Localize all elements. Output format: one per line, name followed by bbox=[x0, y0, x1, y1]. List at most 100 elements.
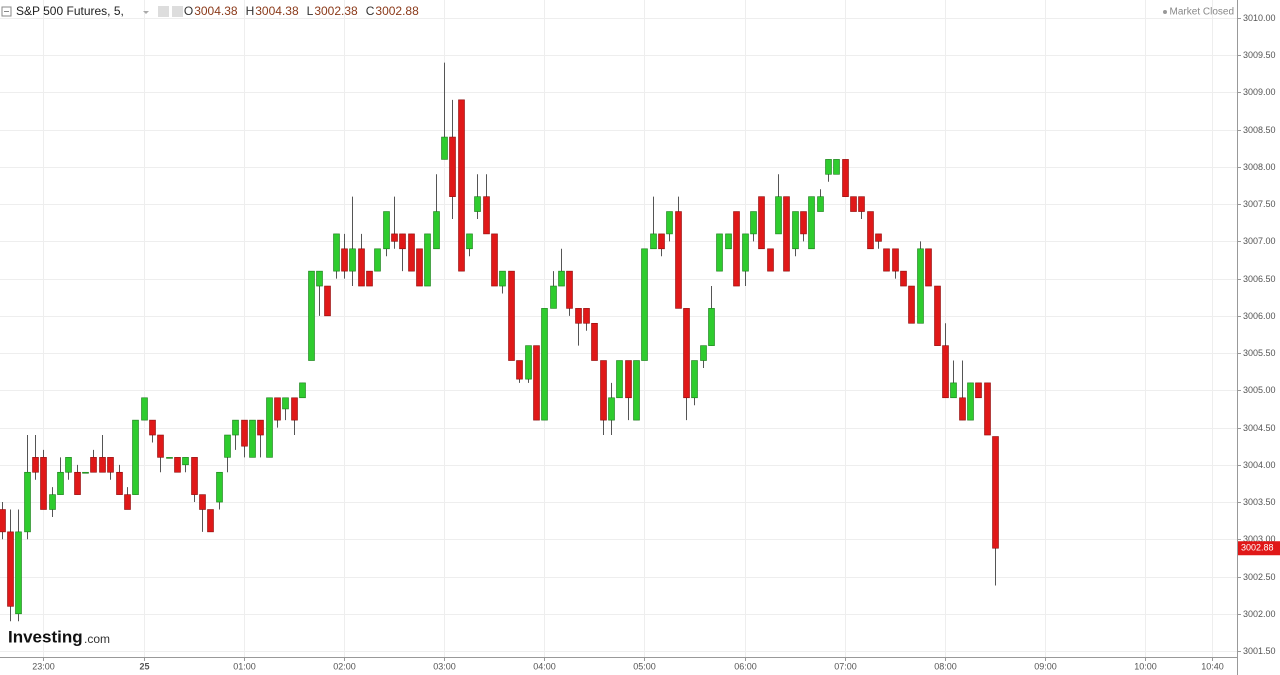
x-tick-label: 07:00 bbox=[834, 661, 857, 671]
candle-body bbox=[625, 360, 632, 399]
market-status: Market Closed bbox=[1170, 7, 1234, 18]
x-tick-label: 03:00 bbox=[433, 661, 456, 671]
y-tick-label: 3007.00 bbox=[1243, 236, 1276, 246]
candle-body bbox=[82, 471, 89, 474]
brand-name: Investing bbox=[8, 627, 83, 646]
candle-body bbox=[900, 270, 907, 287]
y-tick-label: 3002.00 bbox=[1243, 609, 1276, 619]
candle-body bbox=[842, 159, 849, 197]
header: S&P 500 Futures, 5, O 3004.38 H 3004.38 L 300… bbox=[1, 4, 419, 18]
candle-body bbox=[533, 345, 540, 421]
x-tick-label: 23:00 bbox=[32, 661, 55, 671]
candle-body bbox=[550, 285, 557, 309]
candle-body bbox=[466, 233, 473, 250]
candle-body bbox=[767, 248, 774, 272]
candle-body bbox=[324, 285, 331, 317]
candle-body bbox=[516, 360, 523, 380]
candle-body bbox=[408, 233, 415, 272]
ohlc-value: 3002.38 bbox=[314, 4, 358, 18]
x-tick-label: 01:00 bbox=[233, 661, 256, 671]
y-tick-label: 3006.50 bbox=[1243, 274, 1276, 284]
x-tick-label: 02:00 bbox=[333, 661, 356, 671]
candle-body bbox=[166, 457, 173, 459]
collapse-icon[interactable] bbox=[1, 6, 12, 17]
candle-body bbox=[299, 382, 306, 399]
candle-body bbox=[65, 457, 72, 473]
candle-body bbox=[107, 457, 114, 473]
candle-body bbox=[174, 457, 181, 473]
candle-body bbox=[291, 397, 298, 421]
close-icon[interactable] bbox=[172, 6, 183, 17]
candle-body bbox=[257, 419, 264, 436]
candle-body bbox=[199, 494, 206, 510]
candle-body bbox=[508, 270, 515, 361]
candle-body bbox=[132, 419, 139, 495]
y-tick-label: 3005.00 bbox=[1243, 385, 1276, 395]
candle-body bbox=[850, 196, 857, 212]
candle-body bbox=[333, 233, 340, 272]
candle-body bbox=[783, 196, 790, 272]
y-tick-label: 3008.50 bbox=[1243, 125, 1276, 135]
candle-body bbox=[182, 457, 189, 466]
candle-body bbox=[934, 285, 941, 346]
candle-body bbox=[566, 270, 573, 309]
candle-body bbox=[316, 270, 323, 287]
candle-body bbox=[424, 233, 431, 287]
candle-body bbox=[216, 471, 223, 503]
candle-body bbox=[232, 419, 239, 436]
candle-body bbox=[583, 308, 590, 324]
candle-body bbox=[207, 509, 214, 533]
candle-body bbox=[40, 457, 47, 510]
settings-icon[interactable] bbox=[158, 6, 169, 17]
x-tick-label: 06:00 bbox=[734, 661, 757, 671]
ohlc-label: H bbox=[246, 4, 255, 18]
candle-body bbox=[984, 382, 991, 436]
candle-body bbox=[391, 233, 398, 242]
candle-body bbox=[925, 248, 932, 287]
ohlc-label: C bbox=[366, 4, 375, 18]
ohlc-value: 3004.38 bbox=[255, 4, 299, 18]
candle-body bbox=[716, 233, 723, 272]
candle-body bbox=[683, 308, 690, 399]
x-tick-label: 10:40 bbox=[1201, 661, 1224, 671]
candle-body bbox=[32, 457, 39, 473]
candle-body bbox=[0, 509, 6, 533]
candle-body bbox=[792, 211, 799, 250]
candle-body bbox=[157, 434, 164, 458]
candle-body bbox=[616, 360, 623, 399]
y-tick-label: 3003.50 bbox=[1243, 497, 1276, 507]
candle-body bbox=[224, 434, 231, 458]
brand-suffix: .com bbox=[84, 632, 110, 646]
candle-body bbox=[867, 211, 874, 250]
candle-body bbox=[950, 382, 957, 399]
ohlc-label: L bbox=[307, 4, 314, 18]
candle-body bbox=[691, 360, 698, 399]
candle-body bbox=[591, 322, 598, 361]
candle-body bbox=[274, 397, 281, 421]
candle-body bbox=[141, 397, 148, 421]
candle-body bbox=[57, 471, 64, 495]
ohlc-label: O bbox=[184, 4, 193, 18]
candle-body bbox=[758, 196, 765, 250]
candle-body bbox=[433, 211, 440, 250]
candle-body bbox=[499, 270, 506, 287]
candle-body bbox=[825, 159, 832, 175]
y-tick-label: 3004.00 bbox=[1243, 460, 1276, 470]
candle-body bbox=[650, 233, 657, 250]
candle-body bbox=[241, 419, 248, 447]
candle-body bbox=[633, 360, 640, 421]
y-tick-label: 3007.50 bbox=[1243, 199, 1276, 209]
candle-body bbox=[708, 308, 715, 346]
candle-body bbox=[90, 457, 97, 473]
candle-body bbox=[858, 196, 865, 212]
y-tick-label: 3006.00 bbox=[1243, 311, 1276, 321]
candle-body bbox=[908, 285, 915, 324]
candle-body bbox=[449, 136, 456, 197]
y-tick-label: 3002.50 bbox=[1243, 572, 1276, 582]
status-dot bbox=[1163, 10, 1167, 14]
candle-body bbox=[341, 248, 348, 272]
dropdown-icon[interactable] bbox=[143, 11, 149, 14]
candle-body bbox=[149, 419, 156, 436]
